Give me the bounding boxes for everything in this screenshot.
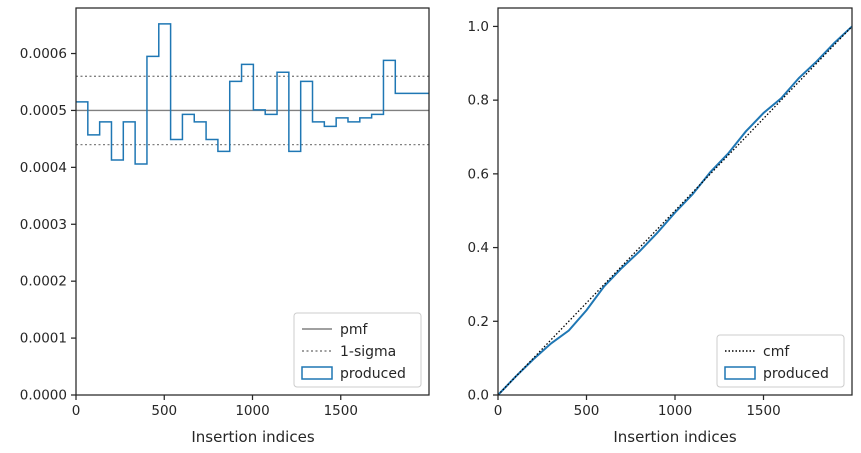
cmf-x-axis-label: Insertion indices (613, 428, 736, 446)
cmf-legend-box (716, 334, 845, 388)
pmf-legend-box (293, 312, 422, 388)
pmf-x-axis-label: Insertion indices (191, 428, 314, 446)
pmf-y-tick-label: 0.0002 (20, 274, 67, 290)
pmf-y-tick-label: 0.0005 (20, 103, 67, 119)
pmf-x-tick-label: 1500 (324, 403, 358, 419)
cmf-axes: 0 500 1000 1500 0.0 0.2 0.4 0.6 0.8 1.0 (468, 7, 853, 419)
cmf-panel: 0 500 1000 1500 0.0 0.2 0.4 0.6 0.8 1.0 Insertion… (468, 7, 853, 446)
legend-produced-swatch (301, 366, 333, 380)
legend-pmf-label: pmf (340, 322, 369, 338)
pmf-reference-lines (76, 75, 429, 146)
pmf-y-tick-label: 0.0003 (20, 217, 67, 233)
cmf-line (498, 25, 852, 395)
legend-sigma-label: 1-sigma (340, 344, 396, 360)
pmf-axes: 0 500 1000 1500 0.0000 0.0001 0.0002 0.0003 0.00… (20, 7, 430, 419)
pmf-produced-series (76, 23, 429, 165)
pmf-x-tick-label: 1000 (235, 403, 269, 419)
cmf-x-tick-label: 500 (574, 403, 600, 419)
pmf-legend: pmf 1-sigma produced (293, 312, 422, 388)
cmf-y-tick-label: 0.2 (468, 314, 489, 330)
cmf-y-tick-label: 0.4 (468, 240, 489, 256)
cmf-x-tick-label: 1500 (746, 403, 780, 419)
cmf-y-tick-label: 0.0 (468, 388, 489, 404)
produced-line (498, 25, 852, 395)
legend-cmf-label: cmf (763, 344, 790, 360)
pmf-x-tick-label: 500 (151, 403, 177, 419)
cmf-produced-series (498, 25, 852, 395)
pmf-y-tick-label: 0.0001 (20, 331, 67, 347)
cmf-y-tick-label: 0.8 (468, 93, 489, 109)
pmf-y-tick-label: 0.0000 (20, 388, 67, 404)
legend-produced-label: produced (340, 366, 406, 382)
pmf-x-tick-label: 0 (72, 403, 81, 419)
cmf-x-tick-label: 0 (494, 403, 503, 419)
pmf-y-tick-label: 0.0004 (20, 160, 67, 176)
produced-step-line (76, 23, 429, 165)
cmf-y-tick-label: 0.6 (468, 166, 489, 182)
pmf-panel: 0 500 1000 1500 0.0000 0.0001 0.0002 0.0003 0.00… (20, 7, 430, 446)
cmf-y-tick-label: 1.0 (468, 19, 489, 35)
legend-produced-swatch (724, 366, 756, 380)
cmf-x-tick-label: 1000 (658, 403, 692, 419)
cmf-legend: cmf produced (716, 334, 845, 388)
pmf-y-tick-label: 0.0006 (20, 46, 67, 62)
legend-produced-label: produced (763, 366, 829, 382)
